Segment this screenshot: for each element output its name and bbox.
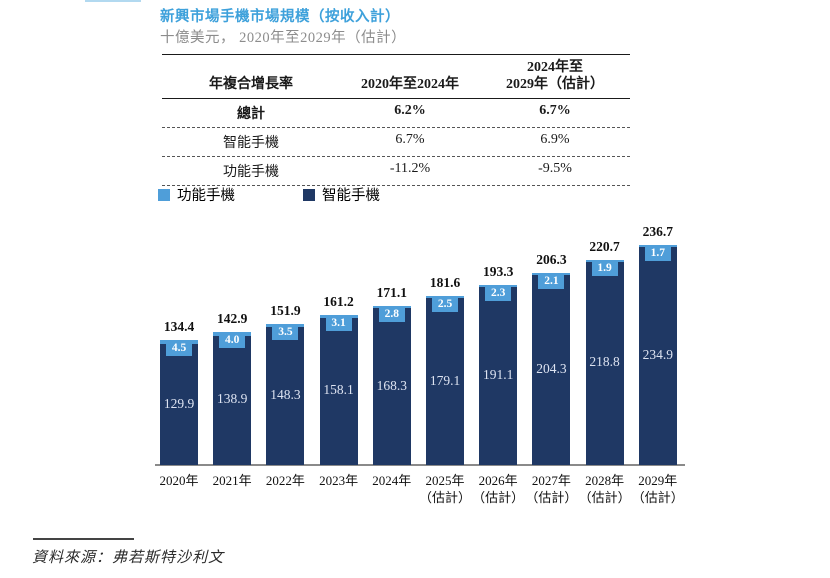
feature-phone-value-label: 2.5 <box>432 297 458 313</box>
legend-label: 功能手機 <box>177 188 235 204</box>
total-value-label: 134.4 <box>163 319 195 334</box>
bar-2027年 <box>532 273 571 465</box>
cagr-table-rows: 總計 6.2% 6.7% 智能手機 6.7% 6.9% 功能手機 -11.2% -9.5% <box>162 99 630 186</box>
source-divider <box>33 538 134 540</box>
total-value-label: 181.6 <box>429 275 461 291</box>
cagr-value-2020-2024: 6.7% <box>395 132 425 147</box>
cagr-row-1: 智能手機 6.7% 6.9% <box>162 128 630 157</box>
legend-swatch-icon <box>158 188 170 201</box>
bar-segment-feature-phone <box>532 273 571 276</box>
cagr-row-2: 功能手機 -11.2% -9.5% <box>162 157 630 186</box>
chart-legend: 功能手機 智能手機 <box>158 184 448 205</box>
total-value-label: 142.9 <box>217 311 248 327</box>
feature-phone-value-label: 4.0 <box>219 333 246 349</box>
smartphone-value-label: 179.1 <box>429 372 461 388</box>
x-axis-label: 2027年 （估計） <box>525 473 578 505</box>
bar-segment-feature-phone <box>585 259 624 262</box>
total-value-label: 236.7 <box>642 223 673 239</box>
cagr-row-0: 總計 6.2% 6.7% <box>162 99 630 128</box>
bar-2025年 <box>426 296 464 465</box>
feature-phone-value-label: 2.8 <box>378 306 405 322</box>
cagr-header-2024-2029-line2: 2029年（估計） <box>506 77 604 92</box>
smartphone-value-label: 168.3 <box>376 377 407 393</box>
feature-phone-value-label: 2.3 <box>485 286 512 302</box>
total-value-label: 206.3 <box>536 252 567 268</box>
x-axis-label: 2026年 （估計） <box>472 473 525 505</box>
bar-2021年 <box>213 332 252 465</box>
legend-item-1: 智能手機 <box>303 184 380 205</box>
total-value-label: 193.3 <box>483 264 514 280</box>
cagr-value-2024-2029: -9.5% <box>538 161 572 176</box>
feature-phone-value-label: 1.9 <box>591 260 618 276</box>
bar-segment-feature-phone <box>638 244 677 247</box>
cagr-row-label: 功能手機 <box>223 165 279 180</box>
cagr-value-2024-2029: 6.9% <box>540 132 570 147</box>
smartphone-value-label: 218.8 <box>589 354 620 370</box>
cagr-table-header: 年複合增長率 2020年至2024年 2024年至 2029年（估計） <box>162 54 630 99</box>
x-axis-label: 2028年 （估計） <box>578 473 631 505</box>
legend-swatch-icon <box>303 188 315 201</box>
stacked-bar-chart: 134.4 4.5 129.9 2020年 142.9 4.0 138.9 2021年 151.… <box>155 224 685 515</box>
x-axis-label: 2020年 <box>159 473 199 488</box>
x-axis-label: 2022年 <box>265 473 305 488</box>
feature-phone-value-label: 3.5 <box>272 324 299 340</box>
x-axis-label: 2021年 <box>212 473 252 488</box>
bar-2023年 <box>319 315 358 465</box>
cagr-header-2024-2029: 2024年至 2029年（估計） <box>480 59 630 93</box>
cagr-header-2024-2029-line1: 2024年至 <box>527 60 583 75</box>
x-axis-line <box>155 464 685 466</box>
feature-phone-value-label: 2.1 <box>538 274 565 290</box>
legend-item-0: 功能手機 <box>158 184 235 205</box>
cagr-header-metric: 年複合增長率 <box>209 77 293 92</box>
source-note: 資料來源：弗若斯特沙利文 <box>32 550 225 566</box>
feature-phone-value-label: 1.7 <box>644 245 671 261</box>
smartphone-value-label: 158.1 <box>323 382 354 398</box>
cagr-value-2020-2024: -11.2% <box>389 161 431 176</box>
cagr-table: 年複合增長率 2020年至2024年 2024年至 2029年（估計） 總計 6.… <box>162 54 630 186</box>
smartphone-value-label: 148.3 <box>270 387 301 403</box>
feature-phone-value-label: 3.1 <box>325 316 352 332</box>
total-value-label: 220.7 <box>589 238 620 254</box>
x-axis-label: 2025年 （估計） <box>418 473 471 505</box>
total-value-label: 151.9 <box>270 302 301 318</box>
bar-2026年 <box>479 285 518 465</box>
bar-2024年 <box>372 305 411 465</box>
total-value-label: 161.2 <box>323 294 354 310</box>
bar-2022年 <box>266 323 305 465</box>
cagr-value-2024-2029: 6.7% <box>539 103 571 118</box>
smartphone-value-label: 234.9 <box>642 346 673 362</box>
total-value-label: 171.1 <box>376 284 407 300</box>
x-axis-label: 2029年 （估計） <box>631 473 684 505</box>
smartphone-value-label: 204.3 <box>536 361 567 376</box>
cagr-row-label: 智能手機 <box>223 136 279 151</box>
x-axis-label: 2023年 <box>319 473 359 488</box>
smartphone-value-label: 138.9 <box>217 391 248 407</box>
smartphone-value-label: 129.9 <box>163 395 195 411</box>
cagr-row-label: 總計 <box>237 107 265 122</box>
x-axis-label: 2024年 <box>372 473 412 488</box>
legend-label: 智能手機 <box>322 188 380 204</box>
cropped-text-fragment <box>85 0 141 2</box>
bar-2028年 <box>585 259 624 465</box>
chart-title: 新興市場手機市場規模（按收入計） <box>160 9 400 25</box>
chart-subtitle: 十億美元， 2020年至2029年（估計） <box>160 30 407 46</box>
smartphone-value-label: 191.1 <box>483 367 514 383</box>
cagr-value-2020-2024: 6.2% <box>394 103 426 118</box>
bar-2020年 <box>160 340 198 465</box>
feature-phone-value-label: 4.5 <box>166 341 192 356</box>
bar-2029年 <box>638 244 677 465</box>
cagr-header-2020-2024: 2020年至2024年 <box>361 77 459 92</box>
